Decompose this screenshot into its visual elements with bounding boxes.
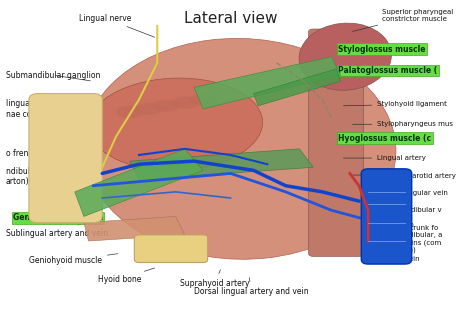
- Ellipse shape: [171, 97, 199, 109]
- Ellipse shape: [153, 100, 180, 112]
- Ellipse shape: [299, 23, 392, 90]
- FancyBboxPatch shape: [29, 94, 102, 223]
- Text: o frenulum: o frenulum: [6, 149, 77, 158]
- Text: Stylopharyngeus mus: Stylopharyngeus mus: [353, 121, 453, 127]
- Ellipse shape: [89, 78, 263, 170]
- Ellipse shape: [116, 106, 144, 118]
- Text: Suprahyoid artery: Suprahyoid artery: [180, 270, 250, 288]
- Text: Lingual artery: Lingual artery: [344, 155, 426, 161]
- Text: Common trunk fo
retromandibular, a
lingual veins (com
facial vein): Common trunk fo retromandibular, a lingu…: [377, 225, 443, 254]
- Text: Genioglossus muscle: Genioglossus muscle: [13, 214, 103, 223]
- Text: Submandibular ganglion: Submandibular ganglion: [6, 71, 100, 81]
- Polygon shape: [75, 149, 203, 216]
- FancyBboxPatch shape: [134, 235, 208, 263]
- Text: Stylohyoid ligament: Stylohyoid ligament: [344, 101, 447, 107]
- Polygon shape: [194, 57, 341, 109]
- Text: Hyoglossus muscle (c: Hyoglossus muscle (c: [338, 134, 431, 143]
- Text: Hyoid bone: Hyoid bone: [98, 268, 155, 284]
- Text: lingual artery
nae comitantes: lingual artery nae comitantes: [6, 99, 65, 119]
- Text: Retromandibular v: Retromandibular v: [371, 207, 442, 213]
- Text: Superior pharyngeal
constrictor muscle: Superior pharyngeal constrictor muscle: [353, 9, 453, 31]
- Text: Dorsal lingual artery and vein: Dorsal lingual artery and vein: [194, 277, 309, 296]
- Polygon shape: [130, 149, 313, 179]
- Text: Styloglossus muscle: Styloglossus muscle: [338, 45, 426, 54]
- Ellipse shape: [134, 103, 162, 115]
- Ellipse shape: [83, 38, 396, 259]
- Text: Geniohyoid muscle: Geniohyoid muscle: [29, 254, 118, 265]
- Text: Lingual vein: Lingual vein: [377, 256, 420, 262]
- Text: Palatoglossus muscle (: Palatoglossus muscle (: [338, 66, 438, 75]
- Text: Facial vein: Facial vein: [377, 222, 414, 228]
- Text: Sublingual artery and vein: Sublingual artery and vein: [6, 224, 108, 238]
- Polygon shape: [84, 216, 185, 241]
- Ellipse shape: [189, 94, 217, 106]
- Text: Internal jugular vein: Internal jugular vein: [362, 190, 448, 197]
- Text: External carotid artery: External carotid artery: [353, 173, 456, 179]
- Text: Lateral view: Lateral view: [184, 11, 277, 26]
- FancyBboxPatch shape: [361, 169, 412, 264]
- Polygon shape: [254, 69, 341, 106]
- Text: ndibular duct
arton): ndibular duct arton): [6, 167, 65, 186]
- FancyBboxPatch shape: [309, 29, 364, 256]
- Text: Lingual nerve: Lingual nerve: [79, 14, 155, 37]
